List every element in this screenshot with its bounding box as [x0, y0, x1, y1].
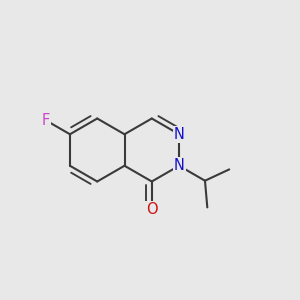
Text: F: F — [41, 112, 50, 128]
Text: N: N — [174, 158, 184, 173]
Text: N: N — [174, 127, 184, 142]
Text: O: O — [146, 202, 158, 217]
